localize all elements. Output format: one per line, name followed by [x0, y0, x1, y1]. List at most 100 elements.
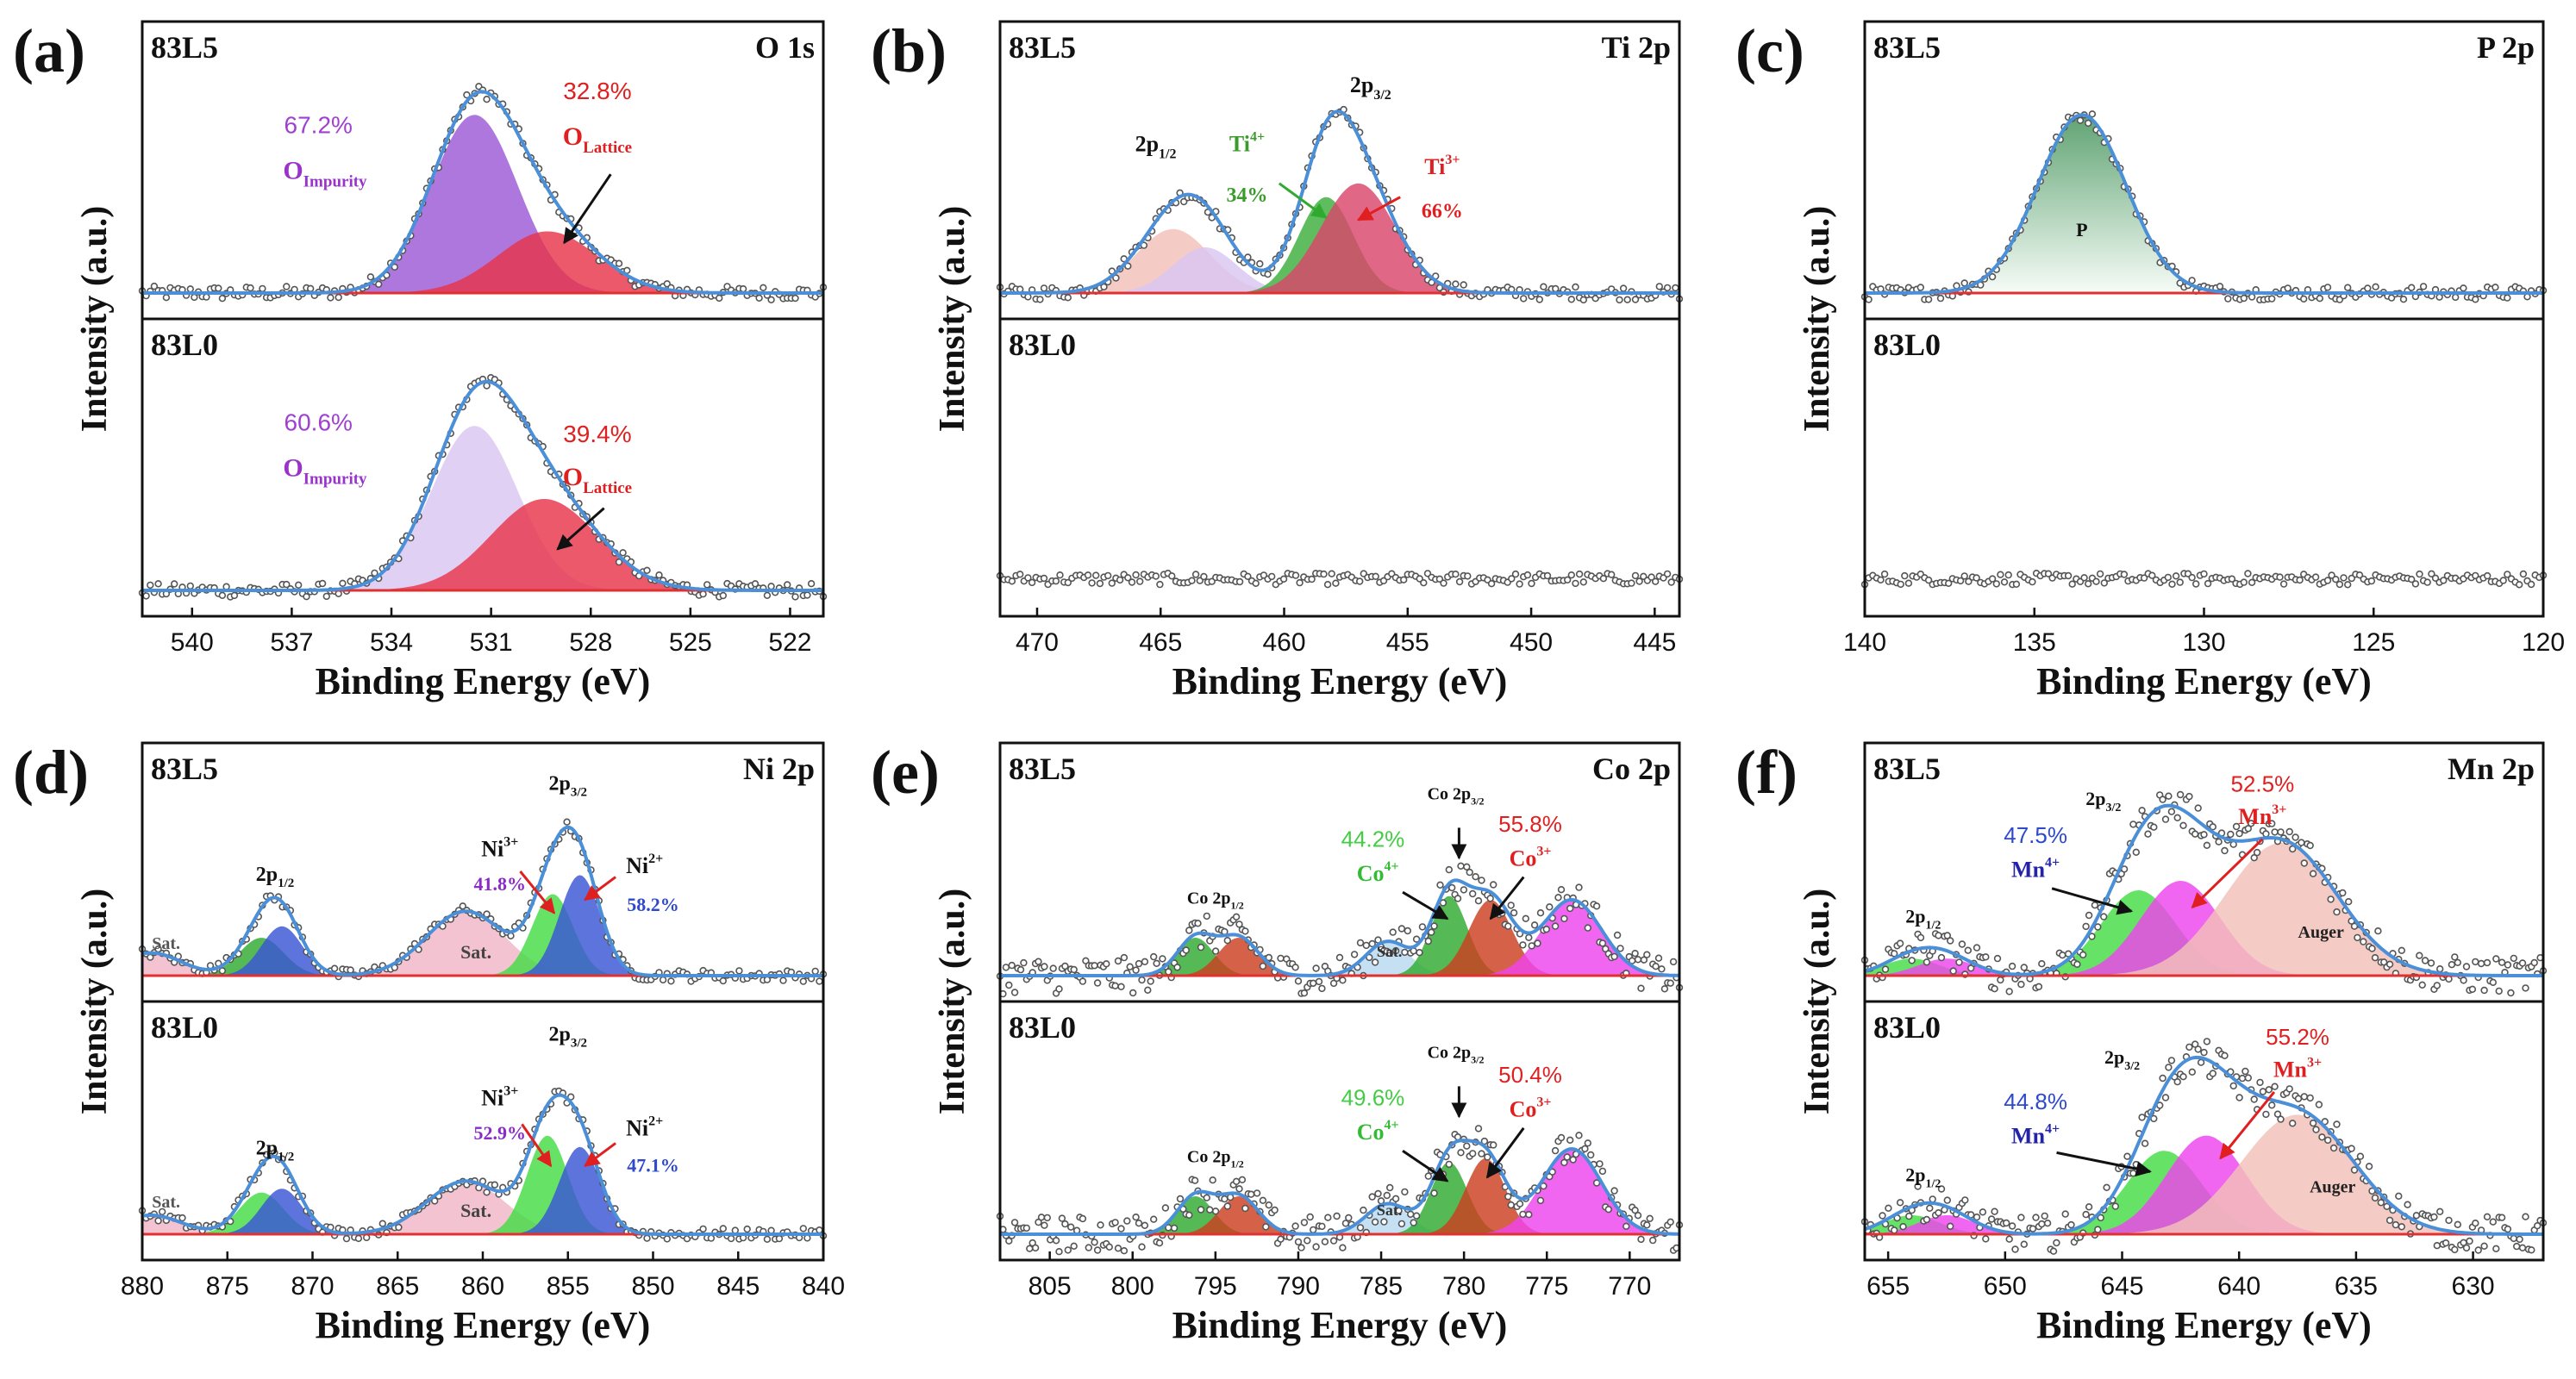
- data-point: [2513, 1242, 2521, 1251]
- data-point: [1135, 1219, 1143, 1227]
- data-point: [2454, 958, 2462, 967]
- data-point: [2316, 295, 2324, 303]
- fit-envelope: [142, 90, 823, 295]
- data-point: [1064, 294, 1072, 302]
- data-point: [803, 591, 811, 599]
- data-point: [1557, 1133, 1566, 1142]
- data-point: [2100, 913, 2108, 920]
- data-point: [1200, 572, 1208, 581]
- data-point: [2504, 294, 2511, 302]
- data-point: [719, 591, 727, 600]
- data-point: [1628, 579, 1635, 587]
- peak-annotation: OImpurity: [283, 454, 367, 489]
- data-point: [2333, 1120, 2341, 1128]
- data-point: [2392, 1220, 2400, 1229]
- data-point: [727, 1234, 735, 1243]
- data-point: [1896, 1199, 1904, 1207]
- data-point: [1949, 967, 1957, 975]
- data-point: [1308, 575, 1316, 583]
- data-point: [1291, 1222, 1299, 1230]
- data-point: [1666, 1218, 1674, 1226]
- data-point: [1935, 932, 1942, 939]
- peak-co-2p1/2-a: [1000, 938, 1679, 976]
- x-tick-label: 528: [569, 628, 612, 657]
- data-point: [1262, 1223, 1270, 1231]
- data-point: [2005, 988, 2013, 995]
- data-point: [2094, 923, 2102, 931]
- data-point: [2318, 1133, 2326, 1141]
- peak-annotation: 2p3/2: [2104, 1046, 2140, 1073]
- data-point: [1170, 1224, 1179, 1232]
- data-point: [2452, 293, 2460, 302]
- data-point: [1277, 954, 1285, 963]
- data-point: [1460, 886, 1468, 894]
- data-point: [2383, 1202, 2391, 1211]
- data-point: [1478, 877, 1485, 884]
- data-point: [2103, 1183, 2110, 1192]
- fit-envelope: [141, 1093, 823, 1236]
- data-point: [1542, 925, 1551, 933]
- data-point: [1579, 578, 1588, 586]
- data-point: [2020, 964, 2029, 971]
- data-point: [483, 95, 491, 103]
- data-point: [2328, 571, 2335, 579]
- data-point: [1960, 279, 1968, 287]
- peak-annotation: 55.8%: [1498, 811, 1562, 837]
- data-point: [1223, 1202, 1232, 1210]
- data-point: [1991, 1207, 1998, 1215]
- element-label: Mn 2p: [2448, 752, 2535, 786]
- data-point: [615, 558, 623, 566]
- data-point: [1584, 1139, 1592, 1147]
- data-point: [2011, 1245, 2019, 1253]
- annotation-arrow: [556, 507, 605, 551]
- x-tick-label: 125: [2352, 628, 2395, 657]
- data-point: [2466, 1237, 2473, 1245]
- data-point: [1607, 571, 1616, 578]
- data-point: [2203, 841, 2211, 849]
- data-point: [1061, 962, 1069, 970]
- data-point: [2271, 828, 2279, 836]
- annotation-arrow: [2191, 838, 2264, 909]
- sample-label: 83L5: [151, 752, 218, 786]
- data-point: [2008, 1222, 2016, 1230]
- data-point: [1424, 937, 1433, 945]
- data-point: [1149, 1215, 1158, 1223]
- data-point: [1412, 935, 1421, 943]
- annotation-arrow: [2219, 1091, 2276, 1160]
- subplot-83L5: P 83L5 P 2p: [1860, 30, 2548, 304]
- data-point: [1604, 1205, 1613, 1214]
- x-tick-label: 460: [1262, 628, 1305, 657]
- data-point: [395, 1223, 403, 1232]
- data-point: [2484, 571, 2492, 580]
- peak-ti3+: [1000, 183, 1679, 293]
- data-point: [743, 1225, 751, 1233]
- peak-annotation: Co4+: [1357, 1118, 1399, 1145]
- x-tick-label: 635: [2335, 1272, 2378, 1301]
- subplot-83L5: 67.2% OImpurity 32.8% OLattice 83L5 O 1s: [138, 30, 828, 303]
- data-point: [816, 1226, 823, 1234]
- data-point: [1596, 1160, 1604, 1168]
- peak-annotation: Co 2p1/2: [1187, 1147, 1244, 1170]
- data-point: [2292, 833, 2299, 841]
- data-point: [2474, 1246, 2482, 1254]
- data-point: [191, 293, 198, 302]
- data-point: [1043, 1214, 1052, 1222]
- data-point: [1141, 1221, 1149, 1230]
- peak-annotation: 2p1/2: [1905, 905, 1941, 932]
- x-tick-label: 450: [1510, 628, 1553, 657]
- data-point: [1908, 957, 1916, 964]
- panel-d: Sat. 2p1/2 Sat. Ni3+ 41.8% 2p3/2 Ni2+ 58.2% 83L5…: [13, 738, 845, 1346]
- data-point: [1108, 579, 1116, 587]
- subplot-83L5: 2p1/2 Ti4+ 34% 2p3/2 Ti3+ 66% 83L5 Ti 2p: [996, 30, 1684, 304]
- data-point: [1943, 932, 1952, 939]
- data-point: [2000, 578, 2009, 586]
- data-point: [1468, 1150, 1477, 1157]
- data-point: [2516, 1235, 2523, 1244]
- data-point: [1634, 956, 1642, 964]
- data-point: [1923, 958, 1931, 966]
- data-point: [159, 1207, 166, 1216]
- data-point: [2248, 820, 2255, 827]
- sample-label: 83L0: [151, 328, 218, 362]
- data-point: [1572, 283, 1579, 291]
